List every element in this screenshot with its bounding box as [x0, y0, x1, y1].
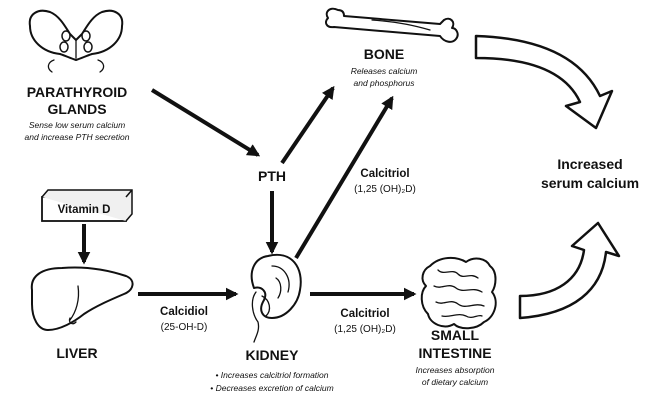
arrow-pth-to-bone [280, 85, 335, 165]
liver-icon [30, 266, 134, 331]
parathyroid-note-line1: Sense low serum calcium [29, 120, 125, 130]
small-intestine-icon [420, 256, 497, 330]
parathyroid-note-line2: and increase PTH secretion [25, 132, 130, 142]
calcitriol-intestine-formula: (1,25 (OH)₂D) [334, 324, 396, 335]
parathyroid-title-line2: GLANDS [47, 101, 106, 117]
bone-note-line1: Releases calcium [351, 66, 418, 76]
small-intestine-note-line2: of dietary calcium [422, 377, 488, 387]
liver-title: LIVER [56, 345, 97, 361]
parathyroid-title-line1: PARATHYROID [27, 84, 128, 100]
pth-label: PTH [258, 168, 286, 184]
bone-note-line2: and phosphorus [354, 78, 416, 88]
kidney-title: KIDNEY [246, 347, 300, 363]
result-line1: Increased [557, 156, 622, 172]
calcitriol-bone-formula: (1,25 (OH)₂D) [354, 184, 416, 195]
parathyroid-glands-icon [28, 9, 124, 73]
small-intestine-title-line1: SMALL [431, 327, 480, 343]
kidney-bullet-1: • Increases calcitriol formation [215, 370, 328, 380]
kidney-icon [250, 253, 302, 343]
bone-title: BONE [364, 46, 404, 62]
calcidiol-label: Calcidiol [160, 306, 208, 318]
hollow-arrow-bone-to-result [474, 34, 614, 130]
arrow-parathyroid-to-pth [150, 88, 261, 157]
arrow-kidney-to-bone [294, 95, 394, 260]
vitamin-d-label: Vitamin D [58, 204, 111, 216]
hollow-arrow-intestine-to-result [518, 221, 621, 320]
calcitriol-intestine-label: Calcitriol [340, 308, 389, 320]
vitamin-d-box [41, 189, 133, 222]
result-line2: serum calcium [541, 175, 639, 191]
small-intestine-title-line2: INTESTINE [418, 345, 491, 361]
calcidiol-formula: (25-OH-D) [161, 322, 208, 333]
small-intestine-note-line1: Increases absorption [416, 365, 495, 375]
bone-icon [325, 7, 459, 43]
calcitriol-bone-label: Calcitriol [360, 168, 409, 180]
kidney-bullet-2: • Decreases excretion of calcium [210, 383, 333, 393]
